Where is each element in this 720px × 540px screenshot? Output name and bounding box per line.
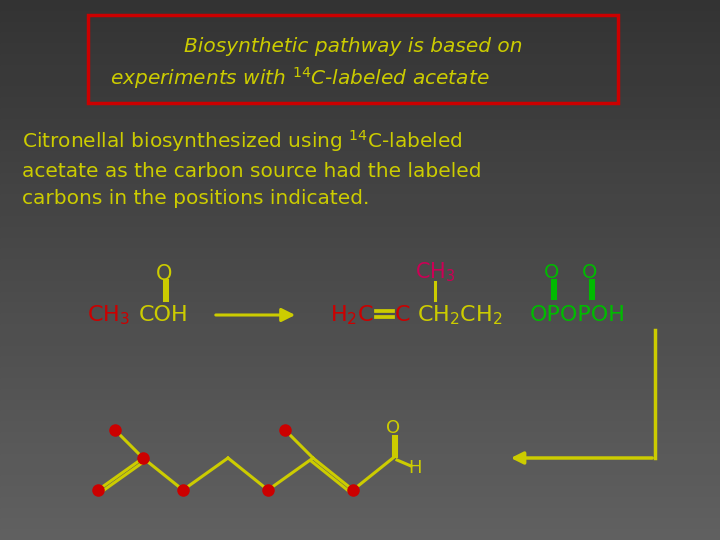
Text: O: O	[544, 262, 559, 281]
Bar	[0, 497, 720, 509]
Bar	[0, 389, 720, 401]
Bar	[0, 248, 720, 260]
Text: experiments with $^{14}$C-labeled acetate: experiments with $^{14}$C-labeled acetat…	[110, 65, 490, 91]
Bar	[0, 22, 720, 33]
Bar	[0, 378, 720, 390]
Bar	[0, 464, 720, 476]
Bar	[0, 508, 720, 519]
Bar	[0, 184, 720, 195]
Bar	[0, 11, 720, 23]
Bar	[0, 227, 720, 239]
Bar	[0, 216, 720, 228]
Bar	[0, 43, 720, 55]
Bar	[0, 65, 720, 77]
Bar	[0, 76, 720, 87]
Text: COH: COH	[139, 305, 189, 325]
Bar	[0, 205, 720, 217]
Text: C: C	[395, 305, 410, 325]
Bar	[0, 238, 720, 249]
Bar	[0, 529, 720, 540]
Bar	[0, 421, 720, 433]
Bar	[0, 281, 720, 293]
Text: O: O	[582, 262, 598, 281]
Bar	[0, 400, 720, 411]
Text: O: O	[156, 264, 172, 284]
Text: Biosynthetic pathway is based on: Biosynthetic pathway is based on	[184, 37, 522, 57]
Text: $\mathrm{CH_3}$: $\mathrm{CH_3}$	[86, 303, 130, 327]
Bar	[0, 151, 720, 163]
Bar	[0, 119, 720, 131]
Text: $\mathrm{CH_3}$: $\mathrm{CH_3}$	[415, 260, 455, 284]
Bar	[0, 346, 720, 357]
Bar	[0, 302, 720, 314]
Bar	[0, 486, 720, 498]
Bar	[0, 292, 720, 303]
Bar	[88, 15, 618, 103]
Bar	[0, 356, 720, 368]
Bar	[0, 108, 720, 120]
Bar	[0, 335, 720, 347]
Bar	[0, 518, 720, 530]
Bar	[0, 367, 720, 379]
Bar	[0, 454, 720, 465]
Bar	[0, 194, 720, 206]
Bar	[0, 0, 720, 12]
Text: H: H	[408, 459, 422, 477]
Bar	[0, 130, 720, 141]
Bar	[0, 54, 720, 66]
Text: O: O	[386, 419, 400, 437]
Bar	[0, 97, 720, 109]
Bar	[0, 86, 720, 98]
Bar	[0, 410, 720, 422]
Bar	[0, 259, 720, 271]
Text: Citronellal biosynthesized using $^{14}$C-labeled
acetate as the carbon source h: Citronellal biosynthesized using $^{14}$…	[22, 128, 482, 208]
Bar	[0, 270, 720, 282]
Bar	[0, 432, 720, 444]
Bar	[0, 162, 720, 174]
Bar	[0, 173, 720, 185]
Bar	[0, 475, 720, 487]
Bar	[0, 140, 720, 152]
Bar	[0, 313, 720, 325]
Bar	[0, 324, 720, 336]
Bar	[0, 443, 720, 455]
Text: $\mathrm{CH_2CH_2}$: $\mathrm{CH_2CH_2}$	[417, 303, 503, 327]
Bar	[0, 32, 720, 44]
Text: $\mathrm{H_2C}$: $\mathrm{H_2C}$	[330, 303, 374, 327]
Text: OPOPOH: OPOPOH	[530, 305, 626, 325]
